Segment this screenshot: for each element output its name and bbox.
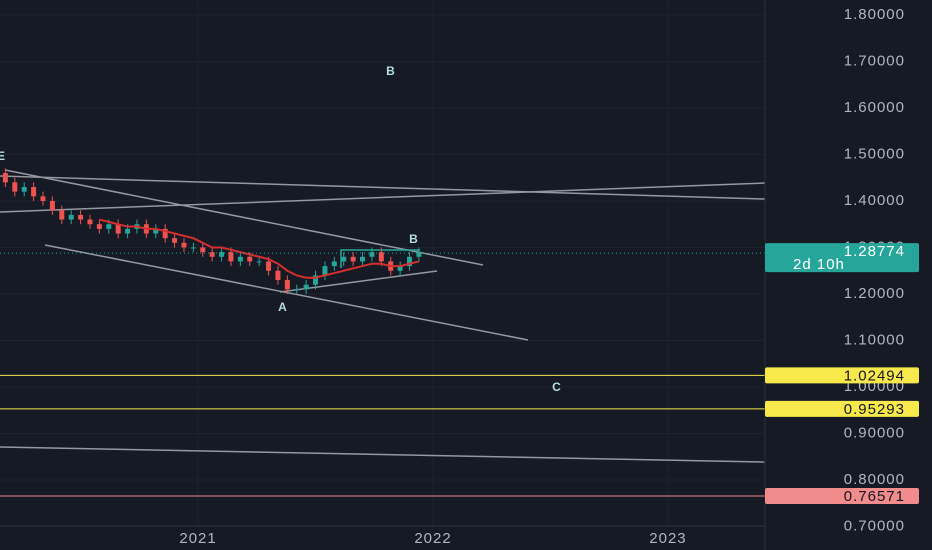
candle-body — [172, 238, 178, 243]
candle-body — [49, 200, 55, 211]
candle-body — [303, 284, 309, 290]
level-label: 0.76571 — [844, 488, 905, 505]
y-tick-label: 1.80000 — [844, 6, 905, 23]
grid — [0, 0, 765, 527]
level-label-box — [765, 367, 919, 384]
y-tick-label: 1.70000 — [844, 52, 905, 69]
y-tick-label: 0.90000 — [844, 424, 905, 441]
y-tick-label: 1.60000 — [844, 99, 905, 116]
moving-average — [99, 218, 420, 279]
candle-body — [200, 247, 206, 253]
level-label: 0.95293 — [844, 401, 905, 418]
candle-body — [294, 289, 300, 291]
candle-body — [397, 266, 403, 271]
wave-label: C — [552, 380, 562, 394]
price-axis: 0.700000.800000.900001.000001.100001.200… — [179, 6, 919, 547]
candle-body — [87, 219, 93, 225]
candle-body — [266, 261, 272, 271]
candle-body — [12, 182, 18, 192]
candle-body — [416, 252, 422, 257]
candle-body — [115, 224, 121, 234]
candle-body — [78, 214, 84, 220]
candle-body — [106, 224, 112, 229]
y-tick-label: 1.20000 — [844, 285, 905, 302]
x-tick-label: 2022 — [414, 530, 451, 547]
candle-body — [219, 252, 225, 257]
candle-body — [341, 256, 347, 262]
candle-body — [68, 214, 74, 220]
candle-body — [162, 228, 168, 239]
candle-body — [209, 252, 215, 257]
trend-line — [0, 175, 766, 200]
levels — [0, 374, 765, 497]
candle-body — [228, 252, 234, 262]
x-tick-label: 2023 — [649, 530, 686, 547]
wave-label: A — [278, 300, 288, 314]
candle-body — [40, 196, 46, 201]
y-tick-label: 1.40000 — [844, 192, 905, 209]
candle-body — [237, 256, 243, 262]
trend-line — [44, 244, 529, 341]
y-tick-label: 0.80000 — [844, 471, 905, 488]
last-price-box — [765, 243, 919, 273]
candle-body — [360, 256, 366, 262]
wave-label: E — [0, 149, 6, 163]
candle-body — [256, 261, 262, 263]
last-price-label: 1.28774 — [844, 243, 905, 260]
countdown-label: 2d 10h — [793, 256, 845, 273]
candle-body — [322, 266, 328, 276]
candle-body — [313, 275, 319, 285]
candle-body — [247, 256, 253, 262]
candle-body — [369, 252, 375, 257]
level-label-box — [765, 487, 919, 504]
candle-body — [31, 187, 37, 197]
trend-line — [4, 169, 484, 266]
y-tick-label: 1.10000 — [844, 331, 905, 348]
level-label: 1.02494 — [844, 367, 905, 384]
level-label-box — [765, 400, 919, 417]
candle-body — [21, 187, 27, 192]
candle-body — [2, 173, 8, 183]
candle-body — [275, 270, 281, 281]
y-tick-label: 0.70000 — [844, 517, 905, 534]
trend-line — [0, 182, 766, 213]
candle-body — [331, 261, 337, 267]
candle-body — [96, 224, 102, 229]
candle-body — [190, 247, 196, 249]
trend-line — [0, 446, 766, 463]
candle-body — [350, 256, 356, 262]
candle-body — [407, 256, 413, 267]
range-box — [340, 249, 420, 268]
candle-body — [125, 228, 131, 234]
candle-body — [59, 210, 65, 220]
trend-lines — [0, 169, 766, 463]
wave-label: B — [409, 232, 419, 246]
candle-body — [153, 228, 159, 234]
plot — [0, 168, 765, 294]
candle-body — [181, 242, 187, 248]
wave-label: B — [386, 64, 396, 78]
candle-body — [378, 252, 384, 262]
x-tick-label: 2021 — [179, 530, 216, 547]
candle-body — [284, 280, 290, 290]
y-tick-label: 1.50000 — [844, 145, 905, 162]
